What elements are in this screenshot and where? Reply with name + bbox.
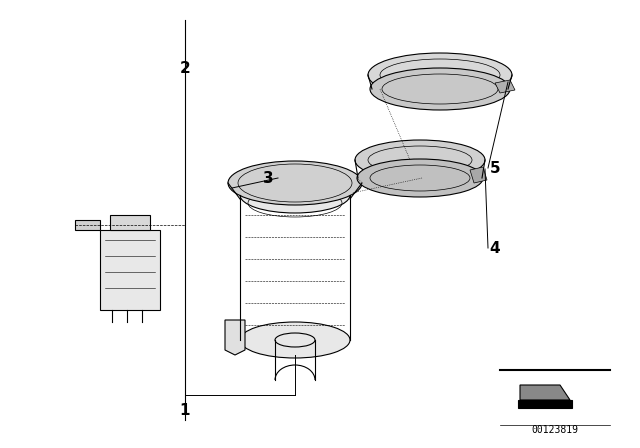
- Polygon shape: [75, 220, 100, 230]
- Text: 3: 3: [262, 171, 273, 185]
- Text: 4: 4: [490, 241, 500, 255]
- Polygon shape: [470, 167, 487, 183]
- Ellipse shape: [228, 161, 362, 205]
- Polygon shape: [110, 215, 150, 230]
- Polygon shape: [495, 80, 515, 93]
- Text: 2: 2: [180, 60, 190, 76]
- Bar: [100, 230, 160, 310]
- Ellipse shape: [240, 177, 350, 213]
- Text: 00123819: 00123819: [531, 425, 579, 435]
- Text: 5: 5: [490, 160, 500, 176]
- Ellipse shape: [370, 68, 510, 110]
- Polygon shape: [520, 385, 570, 400]
- Text: 1: 1: [180, 402, 190, 418]
- Polygon shape: [518, 400, 572, 408]
- Ellipse shape: [355, 140, 485, 180]
- Ellipse shape: [357, 159, 483, 197]
- Ellipse shape: [240, 322, 350, 358]
- Polygon shape: [225, 320, 245, 355]
- Ellipse shape: [368, 53, 512, 97]
